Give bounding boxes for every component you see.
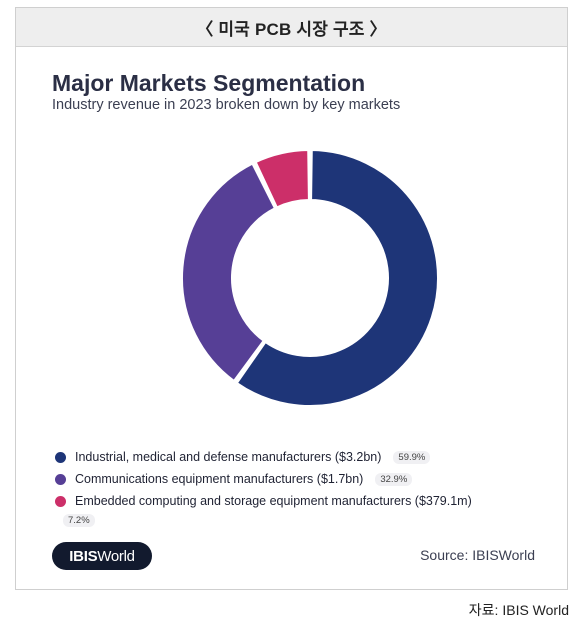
logo-text-bold: IBIS [69, 547, 98, 565]
source-label: Source: IBISWorld [420, 547, 535, 563]
chart-subtitle: Industry revenue in 2023 broken down by … [52, 97, 401, 113]
legend-label: Embedded computing and storage equipment… [75, 494, 472, 508]
donut-slice-1 [181, 162, 277, 383]
legend-item-embedded: Embedded computing and storage equipment… [55, 490, 555, 512]
ibisworld-logo: IBIS World [52, 542, 152, 570]
logo-text-regular: World [97, 547, 135, 565]
legend-percentage: 7.2% [63, 514, 95, 527]
legend-label: Communications equipment manufacturers (… [75, 472, 364, 486]
legend-percentage: 59.9% [393, 450, 431, 464]
figure-caption: 〈 미국 PCB 시장 구조 〉 [16, 8, 567, 47]
chart-legend: Industrial, medical and defense manufact… [55, 446, 555, 528]
legend-swatch [55, 451, 66, 463]
chart-title: Major Markets Segmentation [52, 70, 366, 96]
legend-label: Industrial, medical and defense manufact… [75, 450, 382, 464]
donut-slice-2 [254, 148, 310, 209]
donut-chart [181, 148, 439, 407]
legend-item-communications: Communications equipment manufacturers (… [55, 468, 555, 490]
footer-source: 자료: IBIS World [468, 602, 569, 618]
legend-swatch [55, 473, 66, 485]
figure-frame: 〈 미국 PCB 시장 구조 〉 [15, 7, 568, 590]
donut-slice-0 [235, 148, 439, 407]
legend-item-industrial: Industrial, medical and defense manufact… [55, 446, 555, 468]
legend-percentage: 32.9% [375, 472, 413, 486]
legend-item-embedded-pct-row: 7.2% [55, 512, 555, 528]
legend-swatch [55, 495, 66, 507]
